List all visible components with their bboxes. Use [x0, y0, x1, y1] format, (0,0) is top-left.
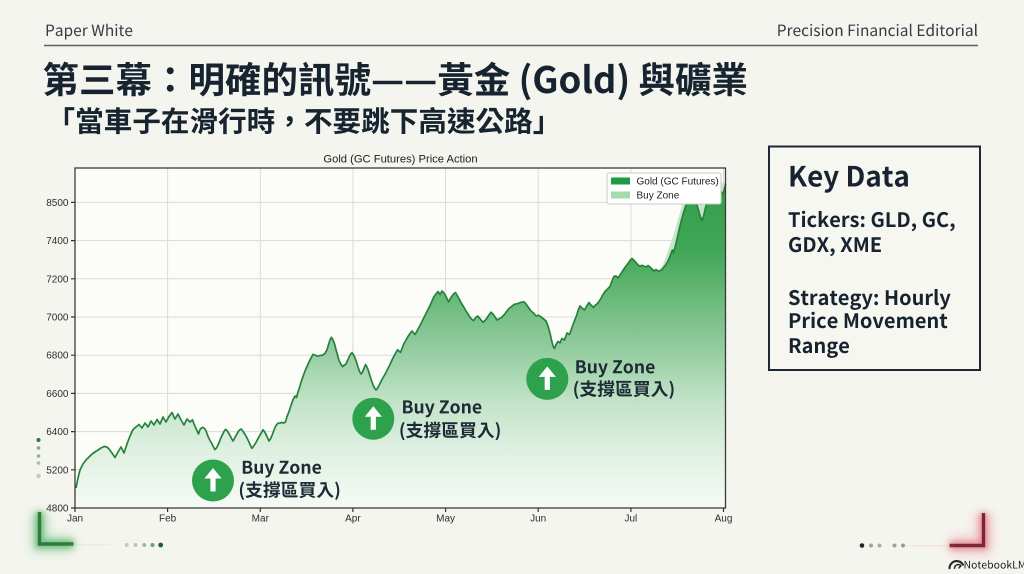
- svg-text:5200: 5200: [46, 465, 69, 476]
- svg-text:4800: 4800: [46, 504, 69, 515]
- svg-text:6600: 6600: [46, 389, 69, 400]
- svg-text:8500: 8500: [46, 198, 69, 209]
- svg-text:Jun: Jun: [530, 514, 546, 525]
- svg-text:7000: 7000: [46, 313, 69, 324]
- svg-text:Feb: Feb: [159, 514, 177, 525]
- svg-text:Apr: Apr: [345, 514, 361, 525]
- svg-text:Jul: Jul: [625, 514, 638, 525]
- svg-text:6400: 6400: [46, 427, 69, 438]
- svg-text:Aug: Aug: [715, 514, 733, 525]
- svg-text:7400: 7400: [46, 236, 69, 247]
- svg-text:Jan: Jan: [67, 514, 83, 525]
- svg-text:Gold (GC Futures) Price Action: Gold (GC Futures) Price Action: [323, 154, 477, 166]
- svg-text:Mar: Mar: [252, 514, 270, 525]
- svg-text:Gold (GC Futures): Gold (GC Futures): [637, 176, 719, 187]
- svg-text:May: May: [436, 514, 455, 525]
- svg-text:Buy Zone: Buy Zone: [637, 190, 680, 201]
- svg-text:7200: 7200: [46, 274, 69, 285]
- svg-text:6800: 6800: [46, 351, 69, 362]
